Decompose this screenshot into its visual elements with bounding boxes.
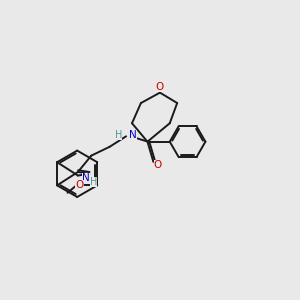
Text: H: H — [115, 130, 122, 140]
Text: O: O — [154, 160, 162, 170]
Text: H: H — [90, 177, 97, 187]
Text: O: O — [156, 82, 164, 92]
Text: O: O — [75, 180, 83, 190]
Text: N: N — [129, 130, 137, 140]
Text: N: N — [82, 173, 90, 183]
